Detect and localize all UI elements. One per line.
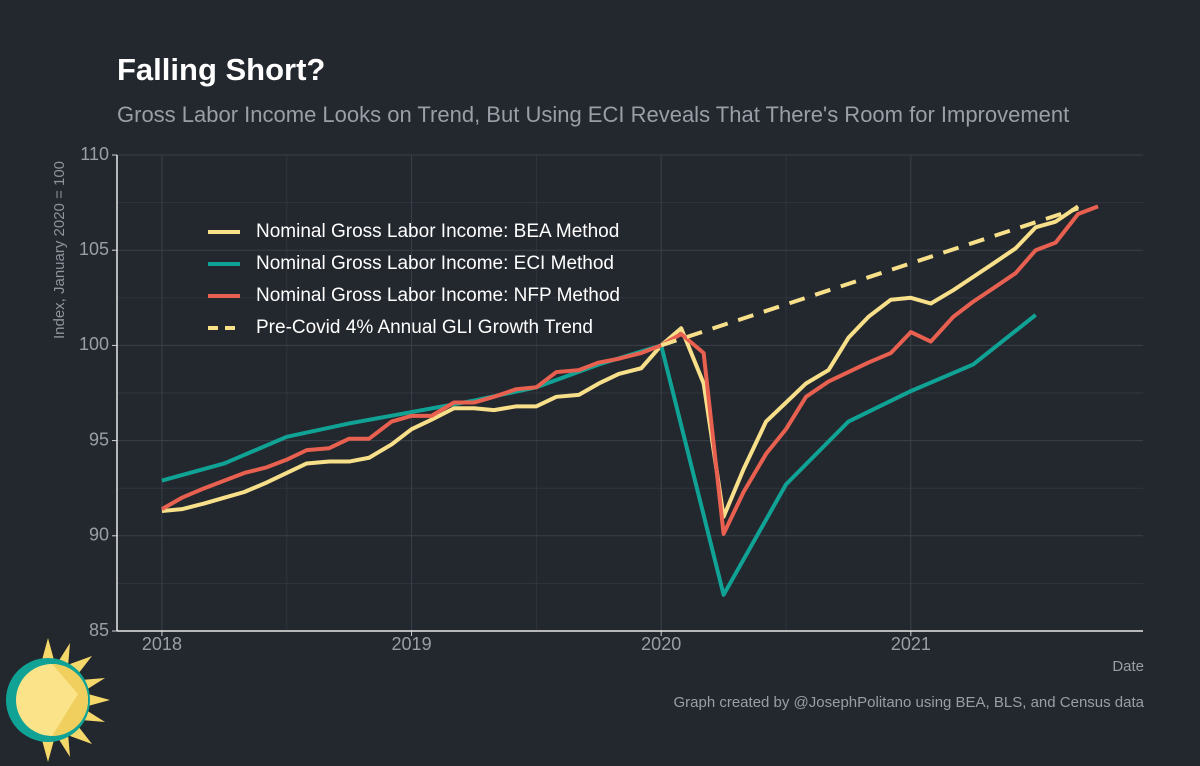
y-tick-label: 85: [89, 620, 109, 640]
series-line: [160, 204, 1099, 536]
x-tick-label: 2019: [392, 634, 432, 654]
x-tick-label: 2021: [891, 634, 931, 654]
series-line: [660, 206, 1079, 348]
y-tick-label: 105: [79, 239, 109, 259]
legend-label: Pre-Covid 4% Annual GLI Growth Trend: [256, 317, 593, 338]
caption: Graph created by @JosephPolitano using B…: [673, 694, 1144, 711]
x-tick-label: 2018: [142, 634, 182, 654]
series-line: [161, 204, 1080, 519]
x-tick-label: 2020: [641, 634, 681, 654]
y-axis-title: Index, January 2020 = 100: [51, 161, 68, 339]
plot-area: 85 90 95 100 105 110 2018 2019 2020 2021 Nominal G…: [79, 144, 1143, 654]
legend-label: Nominal Gross Labor Income: NFP Method: [256, 285, 620, 306]
legend: Nominal Gross Labor Income: BEA Method No…: [208, 221, 620, 338]
x-axis-title: Date: [1112, 658, 1144, 675]
logo: [6, 638, 110, 762]
y-tick-label: 95: [89, 429, 109, 449]
y-tick-label: 100: [79, 334, 109, 354]
y-tick-label: 110: [80, 144, 109, 164]
legend-label: Nominal Gross Labor Income: ECI Method: [256, 253, 614, 274]
legend-label: Nominal Gross Labor Income: BEA Method: [256, 221, 619, 242]
chart-title: Falling Short?: [117, 52, 325, 87]
chart-subtitle: Gross Labor Income Looks on Trend, But U…: [117, 102, 1069, 127]
y-tick-label: 90: [89, 525, 109, 545]
